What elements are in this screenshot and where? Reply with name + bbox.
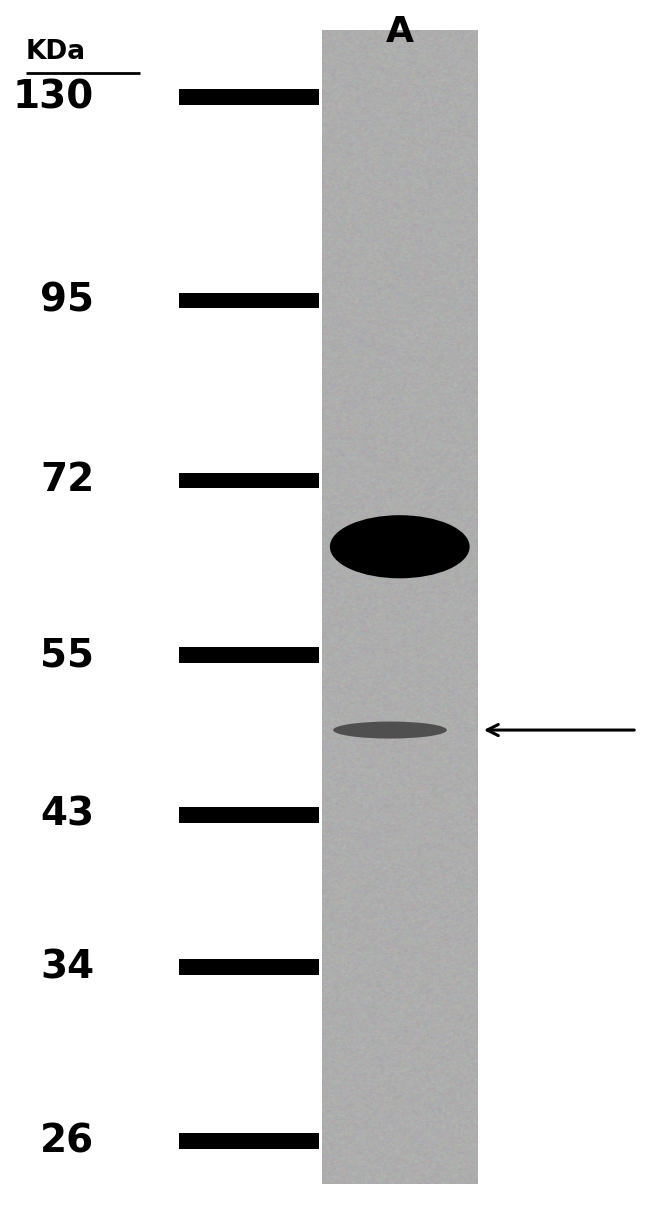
Bar xyxy=(179,1134,318,1150)
Bar xyxy=(179,472,318,488)
Text: 130: 130 xyxy=(13,78,94,117)
Bar xyxy=(179,959,318,975)
Text: 55: 55 xyxy=(40,636,94,674)
Text: A: A xyxy=(385,15,414,49)
Bar xyxy=(179,807,318,823)
Ellipse shape xyxy=(330,515,469,578)
Ellipse shape xyxy=(333,721,447,738)
Text: 72: 72 xyxy=(40,461,94,499)
Text: 95: 95 xyxy=(40,282,94,319)
Text: 34: 34 xyxy=(40,948,94,986)
Text: KDa: KDa xyxy=(26,39,86,64)
Text: 43: 43 xyxy=(40,796,94,834)
Bar xyxy=(179,647,318,663)
Text: 26: 26 xyxy=(40,1122,94,1161)
Bar xyxy=(179,293,318,308)
Bar xyxy=(179,89,318,104)
